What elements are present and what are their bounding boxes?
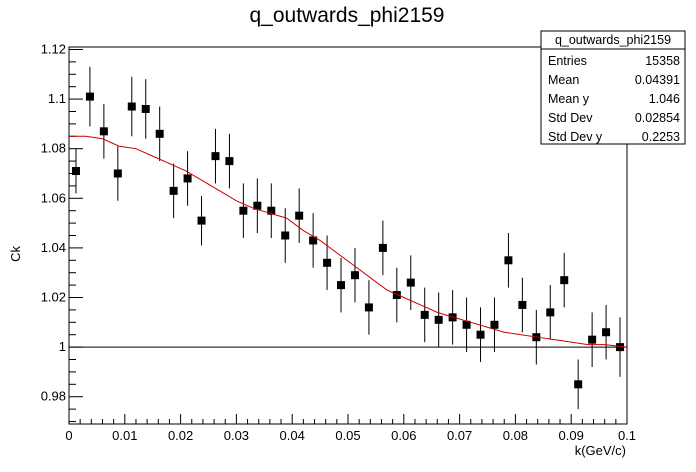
- stats-title: q_outwards_phi2159: [555, 33, 671, 47]
- y-tick-label: 1.04: [41, 240, 66, 255]
- data-point: [616, 343, 625, 352]
- data-point: [504, 256, 513, 265]
- data-point: [253, 201, 262, 210]
- data-point: [588, 335, 597, 344]
- x-tick-label: 0.03: [224, 428, 249, 443]
- stats-label: Std Dev: [548, 111, 593, 125]
- data-point: [378, 243, 387, 252]
- data-point: [420, 310, 429, 319]
- data-point: [323, 258, 332, 267]
- stats-value: 0.2253: [642, 130, 680, 144]
- data-point: [211, 152, 220, 161]
- data-point: [267, 206, 276, 215]
- data-point: [560, 276, 569, 285]
- y-axis: 0.98 1 1.02 1.04 1.06 1.08 1.1 1.12: [41, 41, 83, 423]
- x-tick-label: 0: [65, 428, 72, 443]
- stats-value: 1.046: [649, 92, 680, 106]
- data-point: [85, 92, 94, 101]
- data-point: [295, 211, 304, 220]
- y-tick-label: 1.08: [41, 141, 66, 156]
- stats-box: q_outwards_phi2159 Entries 15358 Mean 0.043…: [540, 30, 686, 145]
- data-point: [462, 320, 471, 329]
- data-point: [197, 216, 206, 225]
- x-tick-label: 0.08: [503, 428, 528, 443]
- data-point: [574, 380, 583, 389]
- data-point: [546, 308, 555, 317]
- data-point: [99, 127, 108, 136]
- chart-title: q_outwards_phi2159: [250, 4, 445, 27]
- data-point: [518, 300, 527, 309]
- x-tick-label: 0.01: [112, 428, 137, 443]
- data-point: [337, 281, 346, 290]
- stats-label: Mean y: [548, 92, 590, 106]
- x-tick-label: 0.04: [280, 428, 305, 443]
- data-point: [364, 303, 373, 312]
- data-point: [113, 169, 122, 178]
- stats-label: Std Dev y: [548, 130, 603, 144]
- data-point: [169, 186, 178, 195]
- data-point: [127, 102, 136, 111]
- x-axis: 0 0.01 0.02 0.03 0.04 0.05 0.06 0.07 0.08 0.09 0.1: [65, 414, 636, 443]
- fit-curve: [69, 135, 628, 348]
- y-tick-label: 1: [59, 339, 66, 354]
- data-point: [602, 328, 611, 337]
- data-point: [392, 291, 401, 300]
- x-tick-label: 0.1: [618, 428, 636, 443]
- y-tick-label: 0.98: [41, 389, 66, 404]
- data-point: [434, 315, 443, 324]
- data-point: [406, 278, 415, 287]
- x-tick-label: 0.07: [447, 428, 472, 443]
- stats-value: 0.04391: [635, 73, 680, 87]
- data-point: [350, 271, 359, 280]
- data-point: [183, 174, 192, 183]
- x-tick-label: 0.02: [168, 428, 193, 443]
- error-bars: [75, 66, 621, 410]
- data-point: [309, 236, 318, 245]
- x-tick-label: 0.05: [335, 428, 360, 443]
- stats-value: 15358: [645, 54, 680, 68]
- stats-label: Entries: [548, 54, 587, 68]
- data-point: [239, 206, 248, 215]
- stats-value: 0.02854: [635, 111, 680, 125]
- y-tick-label: 1.02: [41, 290, 66, 305]
- data-points: [71, 92, 625, 389]
- data-point: [490, 320, 499, 329]
- x-tick-label: 0.09: [559, 428, 584, 443]
- data-point: [281, 231, 290, 240]
- data-point: [141, 105, 150, 114]
- x-axis-label: k(GeV/c): [575, 443, 626, 458]
- y-tick-label: 1.06: [41, 190, 66, 205]
- data-point: [225, 157, 234, 166]
- stats-label: Mean: [548, 73, 579, 87]
- y-tick-label: 1.1: [48, 91, 66, 106]
- x-tick-label: 0.06: [391, 428, 416, 443]
- y-axis-label: Ck: [8, 246, 23, 262]
- data-point: [71, 167, 80, 176]
- y-tick-label: 1.12: [41, 41, 66, 56]
- data-point: [476, 330, 485, 339]
- data-point: [155, 129, 164, 138]
